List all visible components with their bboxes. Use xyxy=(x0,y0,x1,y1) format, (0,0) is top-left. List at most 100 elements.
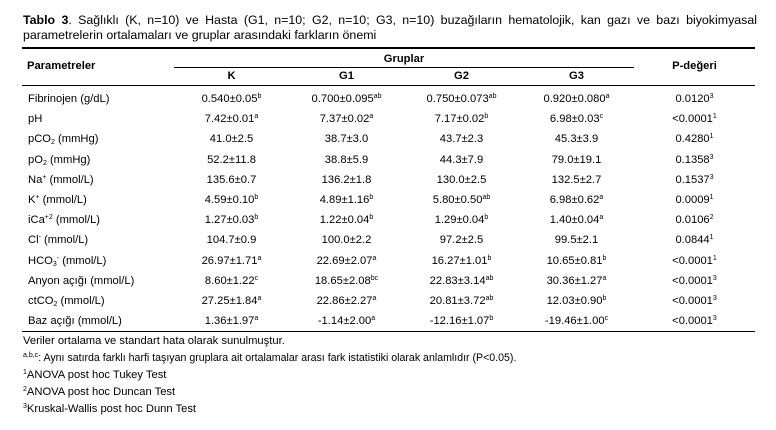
value-cell-g3: 1.40±0.04a xyxy=(519,210,634,230)
value-cell-g2: 22.83±3.14ab xyxy=(404,271,519,291)
table-row: Anyon açığı (mmol/L) 8.60±1.22c 18.65±2.08… xyxy=(22,271,755,291)
p-value-cell: 0.42801 xyxy=(634,129,755,149)
table-row: pO2 (mmHg) 52.2±11.8 38.8±5.9 44.3±7.9 79.0±… xyxy=(22,150,755,170)
p-value-cell: 0.13583 xyxy=(634,150,755,170)
value-cell-g1: 22.69±2.07a xyxy=(289,251,404,271)
footnote-marker: 3 xyxy=(23,403,27,410)
table-row: HCO3- (mmol/L) 26.97±1.71a 22.69±2.07a 16.2… xyxy=(22,251,755,271)
table-row: ctCO2 (mmol/L) 27.25±1.84a 22.86±2.27a 20.8… xyxy=(22,291,755,311)
value-cell-g3: 0.920±0.080a xyxy=(519,89,634,109)
caption-text: . Sağlıklı (K, n=10) ve Hasta (G1, n=10;… xyxy=(23,13,757,42)
table-row: Na+ (mmol/L) 135.6±0.7 136.2±1.8 130.0±2.5 1… xyxy=(22,170,755,190)
table-row: pCO2 (mmHg) 41.0±2.5 38.7±3.0 43.7±2.3 45.3±… xyxy=(22,129,755,149)
table-row: pH 7.42±0.01a 7.37±0.02a 7.17±0.02b 6.98±0.0… xyxy=(22,109,755,129)
header-group-g2: G2 xyxy=(454,70,469,82)
footnote-text: ANOVA post hoc Tukey Test xyxy=(26,369,167,381)
p-value: 0.0844 xyxy=(675,234,710,247)
parameter-text: HCO xyxy=(28,254,53,267)
header-groups: Gruplar xyxy=(383,53,425,65)
mean-se-value: 1.36±1.97 xyxy=(204,315,255,328)
mean-se-value: 26.97±1.71 xyxy=(201,254,258,267)
parameter-text: K xyxy=(28,194,36,207)
parameter-name: pO2 (mmHg) xyxy=(22,150,174,170)
parameter-name: Baz açığı (mmol/L) xyxy=(22,311,174,331)
significance-letters: c xyxy=(599,113,604,121)
p-value: 0.0106 xyxy=(675,214,710,227)
value-cell-g1: -1.14±2.00a xyxy=(289,311,404,331)
header-group-g1: G1 xyxy=(339,70,354,82)
parameter-text: ctCO xyxy=(28,294,54,307)
p-value-cell: <0.00011 xyxy=(634,251,755,271)
groups-rule xyxy=(174,67,634,68)
significance-letters: a xyxy=(369,113,374,121)
parameter-subscript: 2 xyxy=(51,139,55,147)
value-cell-g2: 5.80±0.50ab xyxy=(404,190,519,210)
mean-se-value: 7.17±0.02 xyxy=(434,113,485,126)
mean-se-value: 100.0±2.2 xyxy=(321,234,372,247)
value-cell-g2: 1.29±0.04b xyxy=(404,210,519,230)
mean-se-value: 6.98±0.03 xyxy=(549,113,600,126)
mean-se-value: 0.750±0.073 xyxy=(426,93,489,106)
table-row: Baz açığı (mmol/L) 1.36±1.97a -1.14±2.00a -… xyxy=(22,311,755,331)
footnote-marker: 1 xyxy=(23,369,27,376)
p-value-cell: <0.00013 xyxy=(634,291,755,311)
mean-se-value: 130.0±2.5 xyxy=(436,173,487,186)
value-cell-g3: 132.5±2.7 xyxy=(519,170,634,190)
mean-se-value: 0.540±0.05 xyxy=(201,93,258,106)
significance-letters: c xyxy=(604,315,609,323)
parameter-text: pCO xyxy=(28,133,52,146)
test-reference: 3 xyxy=(712,315,717,323)
p-value-cell: <0.00013 xyxy=(634,311,755,331)
p-value-cell: <0.00011 xyxy=(634,109,755,129)
parameter-text: Cl xyxy=(28,234,39,247)
value-cell-k: 1.36±1.97a xyxy=(174,311,289,331)
value-cell-g2: 0.750±0.073ab xyxy=(404,89,519,109)
value-cell-k: 7.42±0.01a xyxy=(174,109,289,129)
value-cell-g2: 44.3±7.9 xyxy=(404,150,519,170)
p-value: 0.0120 xyxy=(675,93,710,106)
p-value-cell: 0.01062 xyxy=(634,210,755,230)
parameter-superscript: - xyxy=(38,234,41,242)
parameter-text: Na xyxy=(28,173,43,186)
mean-se-value: 18.65±2.08 xyxy=(314,274,371,287)
test-reference: 3 xyxy=(709,93,714,101)
parameter-text: (mmol/L) xyxy=(52,214,101,227)
footnote-line: 2ANOVA post hoc Duncan Test xyxy=(23,384,516,401)
value-cell-g3: 10.65±0.81b xyxy=(519,251,634,271)
bottom-rule xyxy=(22,331,755,332)
mean-se-value: 22.83±3.14 xyxy=(429,274,486,287)
mean-se-value: 10.65±0.81 xyxy=(546,254,603,267)
header-group-g3: G3 xyxy=(569,70,584,82)
mean-se-value: -12.16±1.07 xyxy=(429,315,490,328)
value-cell-g2: 20.81±3.72ab xyxy=(404,291,519,311)
p-value-cell: 0.01203 xyxy=(634,89,755,109)
footnote-marker: 2 xyxy=(23,386,27,393)
parameter-name: pH xyxy=(22,109,174,129)
significance-letters: ab xyxy=(373,93,382,101)
parameter-name: Fibrinojen (g/dL) xyxy=(22,89,174,109)
value-cell-g3: 45.3±3.9 xyxy=(519,129,634,149)
value-cell-g3: 30.36±1.27a xyxy=(519,271,634,291)
mean-se-value: 79.0±19.1 xyxy=(551,153,602,166)
table-row: K+ (mmol/L) 4.59±0.10b 4.89±1.16b 5.80±0.50… xyxy=(22,190,755,210)
mean-se-value: 30.36±1.27 xyxy=(546,274,603,287)
mean-se-value: 1.40±0.04 xyxy=(549,214,600,227)
parameter-subscript: 2 xyxy=(42,159,47,167)
p-value: <0.0001 xyxy=(672,113,713,126)
value-cell-g1: 4.89±1.16b xyxy=(289,190,404,210)
mean-se-value: 41.0±2.5 xyxy=(209,133,254,146)
mean-se-value: 97.2±2.5 xyxy=(439,234,484,247)
mean-se-value: 4.59±0.10 xyxy=(204,194,255,207)
significance-letters: ab xyxy=(482,194,491,202)
value-cell-g1: 100.0±2.2 xyxy=(289,230,404,250)
mean-se-value: 38.7±3.0 xyxy=(324,133,369,146)
mean-se-value: 1.29±0.04 xyxy=(434,214,485,227)
test-reference: 3 xyxy=(712,294,717,302)
p-value-cell: 0.15373 xyxy=(634,170,755,190)
significance-letters: a xyxy=(605,93,610,101)
significance-letters: b xyxy=(602,254,607,262)
mean-se-value: 43.7±2.3 xyxy=(439,133,484,146)
significance-letters: a xyxy=(372,254,377,262)
significance-letters: c xyxy=(254,274,259,282)
